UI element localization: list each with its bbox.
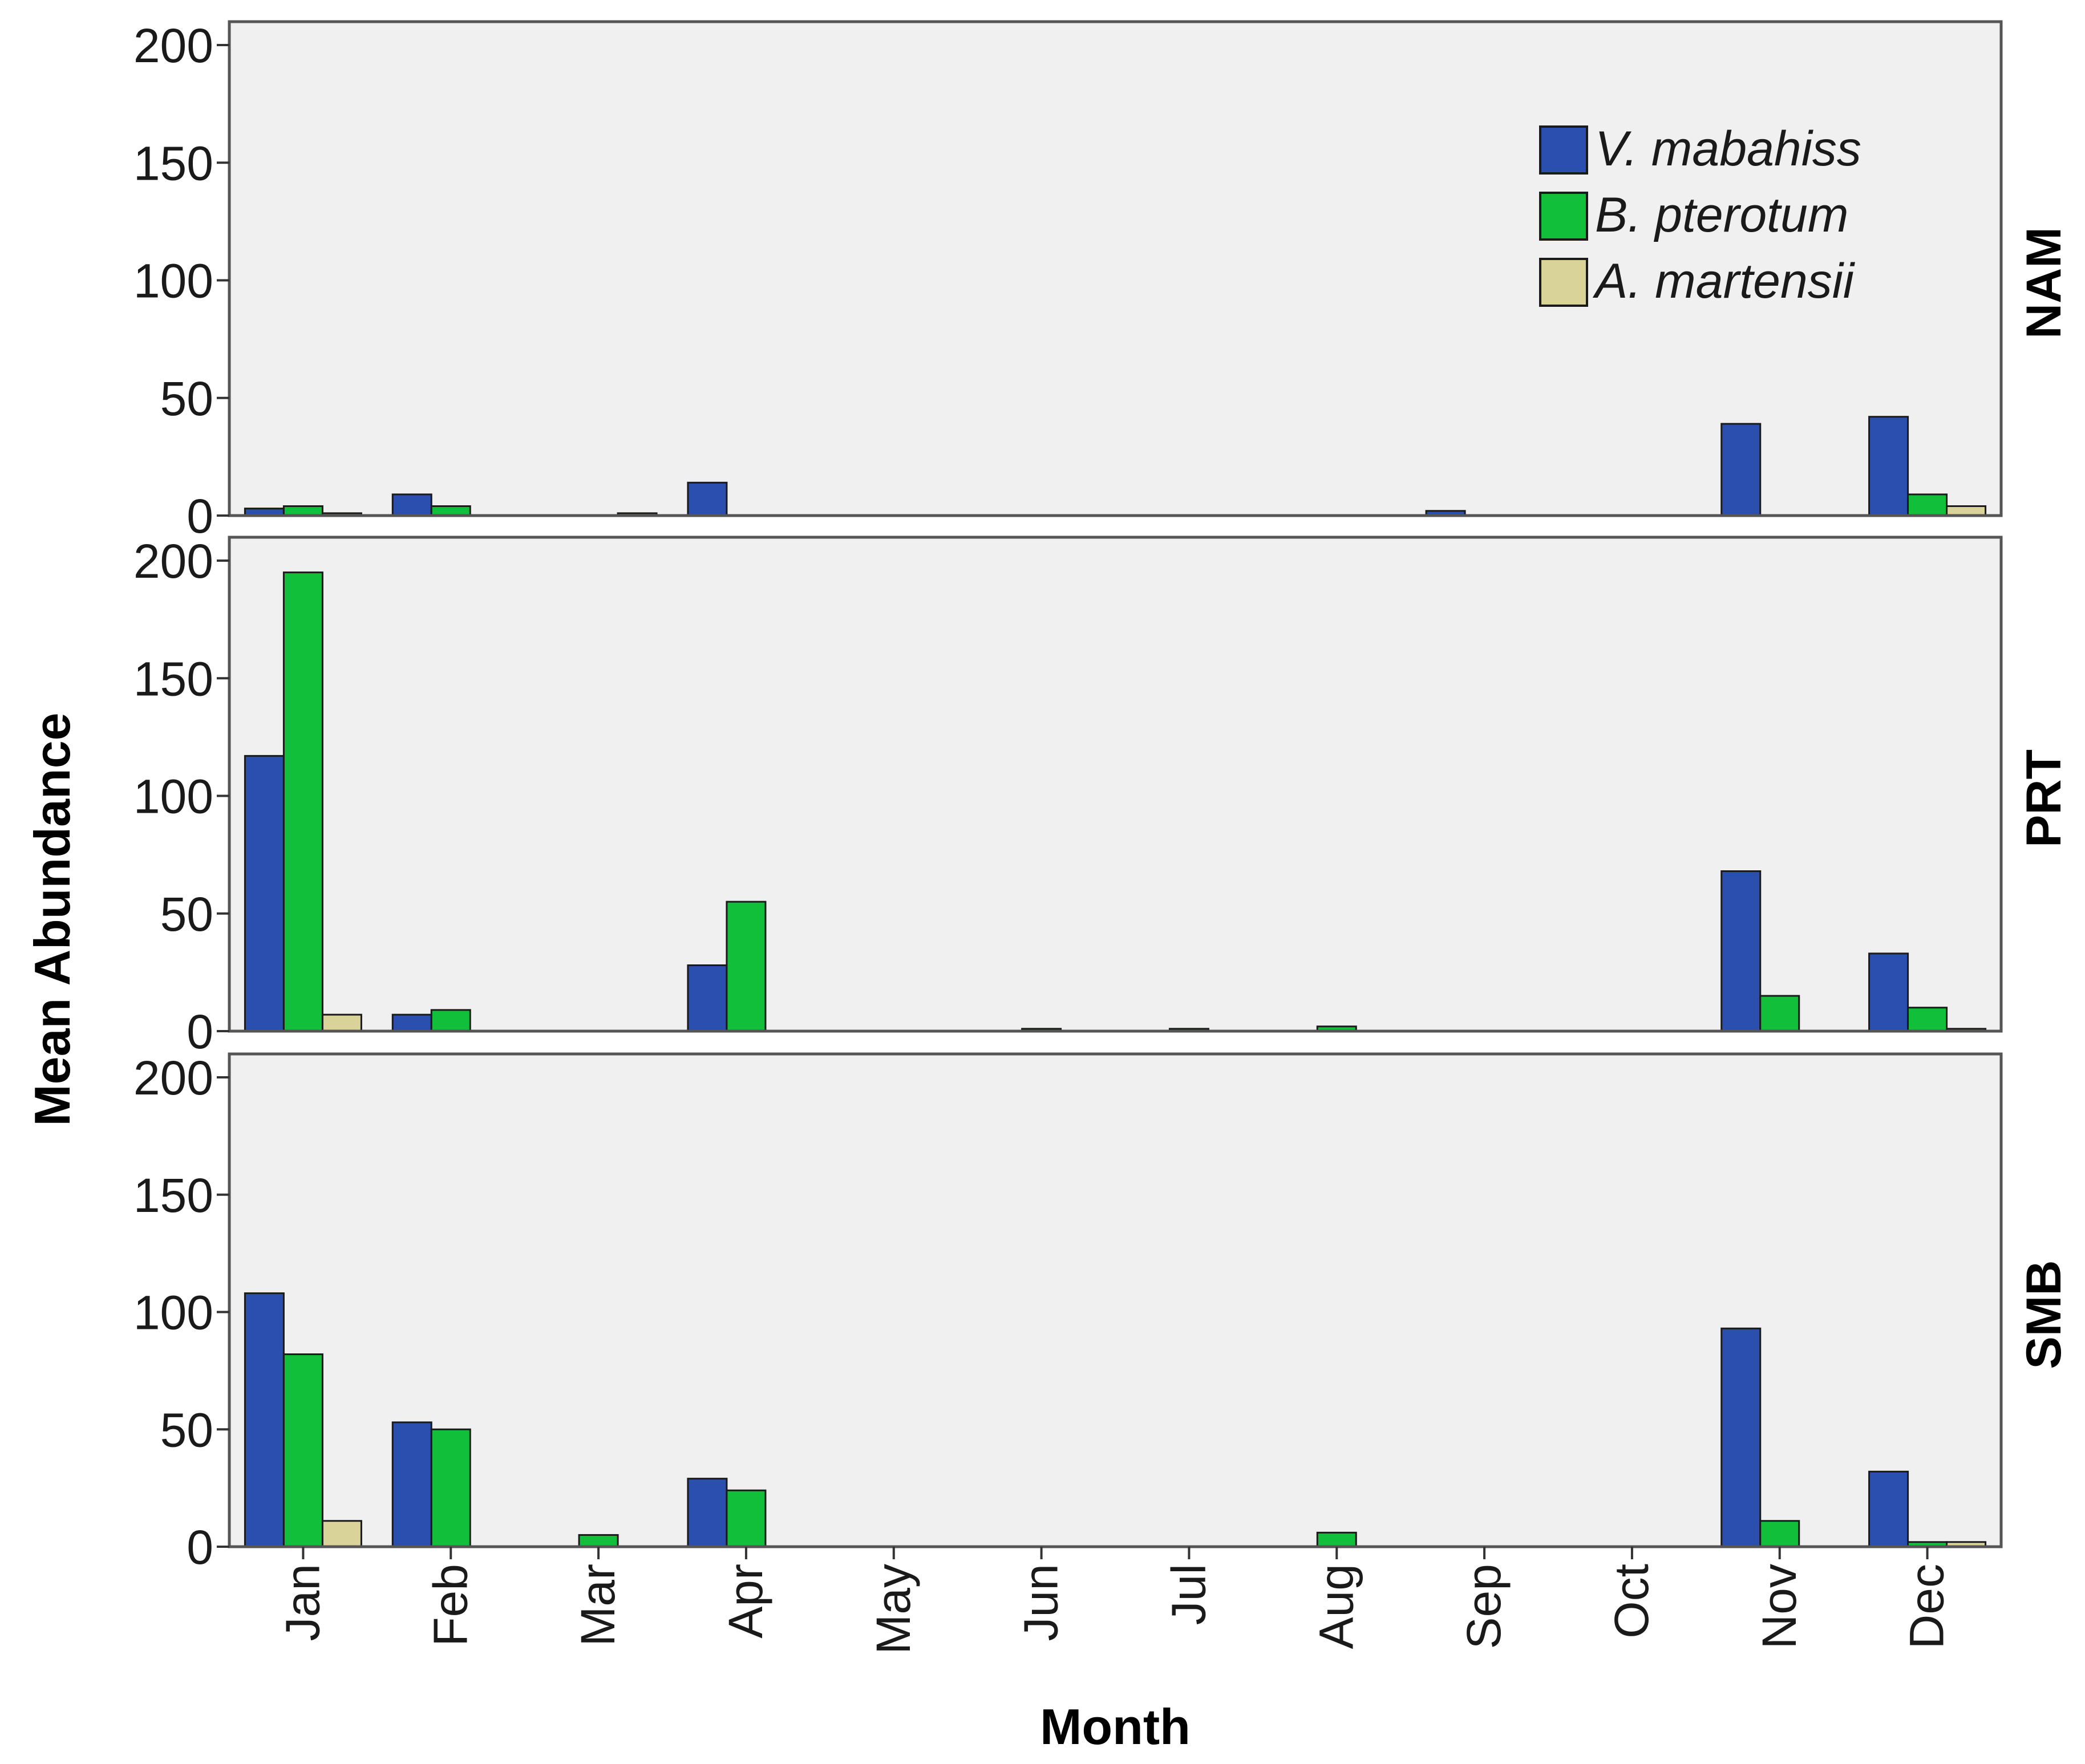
bar-prt-v-mabahiss-jan bbox=[244, 755, 285, 1032]
panel-label-prt: PRT bbox=[2017, 749, 2071, 847]
y-tick-label-nam-200: 200 bbox=[133, 19, 213, 72]
bar-prt-b-pterotum-feb bbox=[430, 1009, 471, 1032]
y-tick-label-nam-50: 50 bbox=[160, 372, 213, 425]
bar-smb-v-mabahiss-jan bbox=[244, 1292, 285, 1548]
bar-smb-v-mabahiss-feb bbox=[391, 1421, 432, 1548]
bar-smb-b-pterotum-aug bbox=[1316, 1531, 1357, 1548]
y-tick-label-prt-200: 200 bbox=[133, 534, 213, 588]
bar-prt-a-martensii-jan bbox=[321, 1013, 362, 1032]
y-tick-label-prt-50: 50 bbox=[160, 887, 213, 941]
bar-smb-b-pterotum-apr bbox=[726, 1489, 767, 1548]
x-tick-label-sep: Sep bbox=[1457, 1564, 1511, 1649]
bar-prt-v-mabahiss-apr bbox=[687, 964, 728, 1032]
x-tick-label-apr: Apr bbox=[719, 1564, 772, 1639]
y-tick-label-prt-150: 150 bbox=[133, 652, 213, 705]
bar-nam-b-pterotum-dec bbox=[1907, 493, 1948, 517]
bar-smb-b-pterotum-feb bbox=[430, 1428, 471, 1548]
bar-smb-a-martensii-jan bbox=[321, 1520, 362, 1548]
y-tick-label-smb-50: 50 bbox=[160, 1403, 213, 1457]
panel-smb: 0 50 100 150 200 SMB bbox=[133, 1051, 2071, 1574]
panels-group: 0 50 100 150 200 NAM 0 50 100 150 200 PRT 0 50 100 150 2… bbox=[133, 19, 2071, 1574]
legend-label-v-mabahiss: V. mabahiss bbox=[1595, 121, 1861, 176]
y-tick-label-prt-100: 100 bbox=[133, 770, 213, 824]
panel-label-smb: SMB bbox=[2017, 1260, 2071, 1369]
bar-nam-v-mabahiss-feb bbox=[391, 493, 432, 517]
panel-smb-background bbox=[229, 1054, 2001, 1547]
panel-label-nam: NAM bbox=[2017, 227, 2071, 339]
bar-nam-v-mabahiss-nov bbox=[1720, 423, 1762, 517]
y-tick-label-nam-150: 150 bbox=[133, 136, 213, 190]
bar-smb-v-mabahiss-nov bbox=[1720, 1327, 1762, 1548]
bar-smb-v-mabahiss-dec bbox=[1868, 1470, 1909, 1548]
panel-nam: 0 50 100 150 200 NAM bbox=[133, 19, 2071, 543]
x-tick-label-jun: Jun bbox=[1014, 1564, 1068, 1641]
legend-swatch-v-mabahiss bbox=[1539, 125, 1588, 175]
y-tick-label-smb-200: 200 bbox=[133, 1051, 213, 1105]
legend-label-b-pterotum: B. pterotum bbox=[1595, 188, 1849, 242]
x-tick-label-aug: Aug bbox=[1309, 1564, 1363, 1649]
x-tick-label-dec: Dec bbox=[1900, 1564, 1954, 1649]
bar-prt-b-pterotum-dec bbox=[1907, 1007, 1948, 1032]
y-tick-label-prt-0: 0 bbox=[187, 1005, 213, 1059]
x-axis-title: Month bbox=[1040, 1698, 1191, 1755]
y-tick-label-nam-100: 100 bbox=[133, 254, 213, 308]
x-tick-label-jan: Jan bbox=[276, 1564, 329, 1641]
x-tick-label-mar: Mar bbox=[571, 1564, 625, 1647]
x-tick-label-may: May bbox=[867, 1564, 920, 1654]
bar-prt-b-pterotum-nov bbox=[1759, 995, 1800, 1032]
bar-prt-b-pterotum-jan bbox=[282, 571, 323, 1032]
bar-prt-b-pterotum-apr bbox=[726, 901, 767, 1032]
bar-smb-v-mabahiss-apr bbox=[687, 1478, 728, 1548]
x-tick-label-oct: Oct bbox=[1605, 1564, 1658, 1639]
y-tick-label-nam-0: 0 bbox=[187, 489, 213, 543]
x-tick-label-nov: Nov bbox=[1752, 1564, 1806, 1649]
x-tick-label-feb: Feb bbox=[423, 1564, 477, 1647]
bar-prt-v-mabahiss-feb bbox=[391, 1013, 432, 1032]
panel-prt-background bbox=[229, 537, 2001, 1031]
bar-nam-v-mabahiss-dec bbox=[1868, 416, 1909, 517]
legend-swatch-a-martensii bbox=[1539, 258, 1588, 307]
bar-smb-b-pterotum-nov bbox=[1759, 1520, 1800, 1548]
panel-smb-frame bbox=[228, 1052, 2003, 1548]
panel-nam-frame bbox=[228, 20, 2003, 517]
bar-smb-b-pterotum-mar bbox=[578, 1534, 619, 1548]
x-tick-label-jul: Jul bbox=[1161, 1564, 1215, 1625]
panel-nam-background bbox=[229, 22, 2001, 516]
bar-prt-v-mabahiss-nov bbox=[1720, 870, 1762, 1032]
y-axis-title: Mean Abundance bbox=[24, 712, 80, 1126]
x-axis: Jan Feb Mar Apr May Jun Jul Aug Sep Oct Nov Dec bbox=[276, 1547, 1954, 1654]
y-tick-label-smb-0: 0 bbox=[187, 1520, 213, 1574]
panel-prt: 0 50 100 150 200 PRT bbox=[133, 534, 2071, 1059]
legend-label-a-martensii: A. martensii bbox=[1592, 254, 1856, 309]
y-tick-label-smb-150: 150 bbox=[133, 1169, 213, 1222]
legend: V. mabahiss B. pterotum A. martensii bbox=[1539, 121, 1861, 309]
bar-smb-b-pterotum-jan bbox=[282, 1353, 323, 1548]
panel-prt-frame bbox=[228, 536, 2003, 1033]
bar-nam-v-mabahiss-apr bbox=[687, 481, 728, 517]
bar-prt-v-mabahiss-dec bbox=[1868, 952, 1909, 1032]
y-tick-label-smb-100: 100 bbox=[133, 1286, 213, 1340]
legend-swatch-b-pterotum bbox=[1539, 192, 1588, 241]
